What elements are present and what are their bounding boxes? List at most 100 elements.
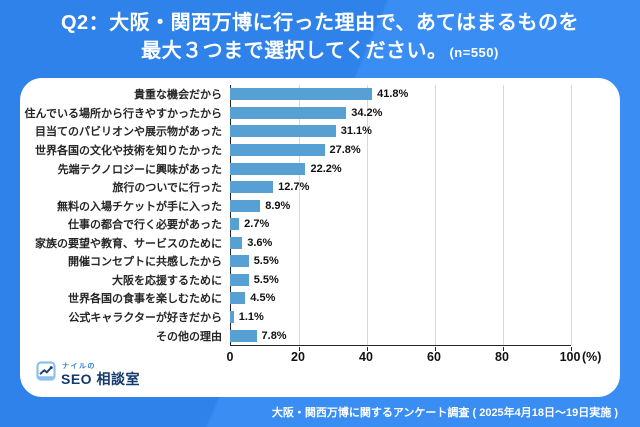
category-label: 貴重な機会だから bbox=[134, 89, 222, 102]
x-tick-label: 60 bbox=[427, 350, 441, 364]
logo-tagline: ナイルの bbox=[62, 363, 96, 370]
bar bbox=[230, 292, 246, 305]
category-label: 家族の要望や教育、サービスのために bbox=[35, 237, 222, 250]
chart-rows: 貴重な機会だから 41.8% 住んでいる場所から行きやすかったから 34.2% 目当ての… bbox=[20, 85, 620, 345]
category-label: 目当てのパビリオンや展示物があった bbox=[35, 126, 222, 139]
x-axis-unit-label: (%) bbox=[582, 350, 602, 364]
category-label: 住んでいる場所から行きやすかったから bbox=[24, 107, 222, 120]
logo-brand-seo: SEO bbox=[61, 371, 93, 387]
bar-track: 12.7% bbox=[230, 181, 620, 194]
category-label: 仕事の都合で行く必要があった bbox=[68, 219, 222, 232]
category-label: 世界各国の食事を楽しむために bbox=[68, 293, 222, 306]
value-label: 41.8% bbox=[377, 88, 409, 101]
bar-track: 22.2% bbox=[230, 162, 620, 175]
bar bbox=[230, 125, 336, 138]
survey-question-title: Q2：大阪・関西万博に行った理由で、あてはまるものを 最大３つまで選択してくださ… bbox=[0, 9, 640, 67]
value-label: 5.5% bbox=[253, 255, 279, 268]
value-label: 2.7% bbox=[244, 218, 270, 231]
chart-row: 目当てのパビリオンや展示物があった 31.1% bbox=[20, 122, 620, 141]
bar bbox=[230, 162, 306, 175]
bar bbox=[230, 88, 373, 101]
bar bbox=[230, 199, 261, 212]
value-label: 34.2% bbox=[351, 106, 383, 119]
chart-row: 貴重な機会だから 41.8% bbox=[20, 85, 620, 104]
chart-row: 仕事の都合で行く必要があった 2.7% bbox=[20, 215, 620, 234]
bar-track: 1.1% bbox=[230, 311, 620, 324]
chart-row: 無料の入場チケットが手に入った 8.9% bbox=[20, 196, 620, 215]
chart-row: 旅行のついでに行った 12.7% bbox=[20, 178, 620, 197]
bar-track: 31.1% bbox=[230, 125, 620, 138]
value-label: 7.8% bbox=[261, 329, 287, 342]
x-tick-label: 100 bbox=[559, 350, 581, 364]
x-axis-tick-labels: 0 20 40 60 80 100 (%) bbox=[226, 350, 602, 366]
chart-card: 貴重な機会だから 41.8% 住んでいる場所から行きやすかったから 34.2% 目当ての… bbox=[20, 78, 620, 397]
bar bbox=[230, 181, 274, 194]
chart-row: 開催コンセプトに共感したから 5.5% bbox=[20, 252, 620, 271]
gridline bbox=[571, 85, 572, 345]
bar bbox=[230, 329, 257, 342]
logo-brand-rest: 相談室 bbox=[96, 371, 140, 387]
bar-track: 3.6% bbox=[230, 236, 620, 249]
bar bbox=[230, 311, 234, 324]
x-tick-label: 20 bbox=[291, 350, 305, 364]
gridline bbox=[299, 85, 300, 345]
bar bbox=[230, 255, 249, 268]
logo-brand: SEO 相談室 bbox=[61, 372, 140, 386]
bar-track: 8.9% bbox=[230, 199, 620, 212]
bar-track: 41.8% bbox=[230, 88, 620, 101]
value-label: 22.2% bbox=[310, 162, 342, 175]
value-label: 1.1% bbox=[238, 311, 264, 324]
axis-tick-mark bbox=[435, 347, 436, 351]
axis-tick-mark bbox=[503, 347, 504, 351]
category-label: 無料の入場チケットが手に入った bbox=[57, 200, 222, 213]
axis-tick-mark bbox=[571, 347, 572, 351]
category-label: 開催コンセプトに共感したから bbox=[68, 256, 222, 269]
gridline bbox=[503, 85, 504, 345]
bar bbox=[230, 236, 243, 249]
plot-grid bbox=[230, 85, 572, 351]
logo-text: ナイルの SEO 相談室 bbox=[61, 363, 140, 386]
chart-row: 住んでいる場所から行きやすかったから 34.2% bbox=[20, 104, 620, 123]
category-label: 公式キャラクターが好きだから bbox=[68, 312, 222, 325]
x-tick-label: 0 bbox=[226, 350, 234, 364]
brand-logo: ナイルの SEO 相談室 bbox=[36, 361, 140, 386]
title-line-2: 最大３つまで選択してください。 (n=550) bbox=[0, 37, 640, 67]
chart-row: 公式キャラクターが好きだから 1.1% bbox=[20, 308, 620, 327]
bar-track: 2.7% bbox=[230, 218, 620, 231]
title-line-1: Q2：大阪・関西万博に行った理由で、あてはまるものを bbox=[60, 12, 580, 34]
bar bbox=[230, 218, 240, 231]
category-label: 大阪を応援するために bbox=[112, 274, 222, 287]
chart-row: その他の理由 7.8% bbox=[20, 326, 620, 345]
value-label: 3.6% bbox=[247, 236, 273, 249]
chart-row: 世界各国の食事を楽しむために 4.5% bbox=[20, 289, 620, 308]
chart-row: 大阪を応援するために 5.5% bbox=[20, 271, 620, 290]
bar-track: 4.5% bbox=[230, 292, 620, 305]
trend-up-chart-icon bbox=[36, 361, 56, 386]
survey-source-note: 大阪・関西万博に関するアンケート調査 ( 2025年4月18日〜19日実施 ) bbox=[271, 407, 618, 419]
value-label: 5.5% bbox=[253, 273, 279, 286]
bar-track: 5.5% bbox=[230, 273, 620, 286]
category-label: その他の理由 bbox=[156, 330, 222, 343]
value-label: 12.7% bbox=[278, 181, 310, 194]
axis-tick-mark bbox=[299, 347, 300, 351]
sample-size: (n=550) bbox=[449, 45, 499, 60]
chart-row: 先端テクノロジーに興味があった 22.2% bbox=[20, 159, 620, 178]
axis-tick-mark bbox=[367, 347, 368, 351]
value-label: 8.9% bbox=[265, 199, 291, 212]
gridline bbox=[435, 85, 436, 345]
chart-row: 世界各国の文化や技術を知りたかった 27.8% bbox=[20, 141, 620, 160]
category-label: 先端テクノロジーに興味があった bbox=[57, 163, 222, 176]
value-label: 4.5% bbox=[250, 292, 276, 305]
bar-track: 34.2% bbox=[230, 106, 620, 119]
bar bbox=[230, 273, 249, 286]
bar bbox=[230, 143, 325, 156]
bar-track: 27.8% bbox=[230, 143, 620, 156]
x-tick-label: 80 bbox=[495, 350, 509, 364]
title-line-2-text: 最大３つまで選択してください。 bbox=[141, 40, 448, 62]
value-label: 27.8% bbox=[329, 143, 361, 156]
value-label: 31.1% bbox=[340, 125, 372, 138]
gridline bbox=[367, 85, 368, 345]
chart-row: 家族の要望や教育、サービスのために 3.6% bbox=[20, 234, 620, 253]
bar-track: 7.8% bbox=[230, 329, 620, 342]
x-tick-label: 40 bbox=[359, 350, 373, 364]
